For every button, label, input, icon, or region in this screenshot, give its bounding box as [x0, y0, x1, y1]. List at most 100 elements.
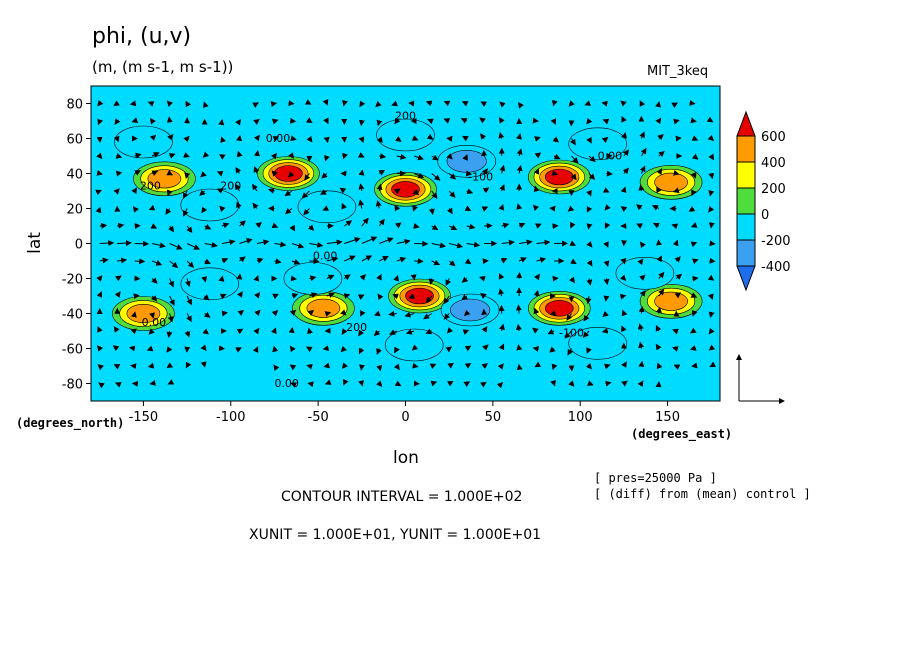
wind-vector [550, 379, 556, 387]
wind-vector [413, 222, 420, 229]
wind-vector [448, 224, 458, 231]
wind-vector [305, 346, 313, 353]
ridge-2 [257, 156, 320, 191]
difference-note-text: [ (diff) from (mean) control ] [594, 487, 811, 501]
wind-vector [675, 135, 682, 142]
wind-vector [639, 274, 646, 281]
wind-vector [639, 100, 646, 107]
wind-vector [131, 187, 138, 195]
wind-vector [274, 258, 282, 265]
wind-vector [254, 292, 261, 299]
wind-vector [304, 99, 312, 105]
wind-vector [656, 186, 662, 194]
wind-vector [149, 134, 157, 141]
wind-vector [620, 186, 627, 194]
wind-vector [461, 294, 468, 301]
wind-vector [201, 275, 207, 283]
wind-vector [425, 295, 433, 304]
wind-vector [639, 165, 646, 174]
wind-vector [323, 117, 329, 125]
wind-vector [151, 295, 158, 302]
wind-vector [97, 326, 103, 333]
wind-vector [379, 256, 389, 262]
wind-vector [443, 100, 451, 107]
wind-vector [466, 188, 474, 195]
trough-14 [180, 188, 240, 222]
wind-vector [216, 170, 224, 177]
wind-vector [516, 344, 523, 351]
wind-vector [587, 380, 594, 386]
wind-vector [516, 148, 523, 157]
wind-vector [99, 240, 115, 247]
wind-vector [393, 274, 399, 282]
wind-vector [134, 258, 146, 265]
wind-vector [448, 190, 456, 198]
wind-vector [447, 362, 455, 369]
wind-vector [168, 278, 174, 288]
wind-vector [570, 221, 576, 229]
wind-vector [603, 295, 610, 302]
wind-vector [186, 295, 192, 306]
wind-vector [707, 274, 715, 281]
wind-vector [515, 323, 522, 332]
wind-vector [501, 239, 515, 246]
wind-vector [200, 344, 207, 351]
wind-vector [586, 117, 593, 125]
wind-vector [655, 343, 662, 351]
wind-vector [270, 152, 278, 160]
wind-vector [152, 260, 163, 266]
wind-vector [674, 292, 682, 299]
wind-vector [271, 170, 278, 177]
wind-vector [639, 290, 646, 297]
y-tick-label: 40 [66, 168, 83, 183]
wind-vector [534, 136, 541, 142]
wind-vector [640, 147, 647, 157]
wind-vector [236, 134, 243, 142]
wind-vector [604, 222, 611, 230]
wind-vector [388, 310, 397, 317]
wind-vector [339, 187, 347, 194]
wind-vector [95, 189, 102, 196]
wind-vector [343, 293, 351, 299]
trough-13 [384, 328, 444, 362]
wind-vector [585, 295, 592, 305]
y-unit-label: (degrees_north) [16, 416, 124, 431]
vector-units-text: XUNIT = 1.000E+01, YUNIT = 1.000E+01 [249, 527, 542, 543]
wind-vector [586, 259, 593, 267]
wind-vector [358, 199, 365, 209]
wind-vector [256, 257, 264, 264]
wind-vector [552, 99, 558, 107]
wind-vector [480, 133, 487, 140]
wind-vector [533, 168, 540, 175]
wind-vector [394, 346, 400, 354]
wind-vector [621, 380, 628, 387]
wind-vector [236, 201, 242, 209]
wind-vector [130, 363, 137, 370]
wind-vector [675, 273, 683, 280]
wind-vector [567, 205, 575, 212]
contour-label: 200 [346, 321, 367, 334]
wind-vector [534, 361, 542, 368]
wind-vector [462, 329, 470, 335]
wind-vector [113, 364, 121, 370]
wind-vector [307, 310, 315, 316]
contour-label: 0.00 [142, 316, 167, 329]
wind-vector [235, 118, 241, 126]
colorbar-bottom-arrow [736, 265, 756, 292]
wind-vector [288, 152, 294, 159]
wind-vector [637, 380, 644, 388]
wind-vector [498, 288, 505, 297]
trough-18 [615, 256, 675, 290]
wind-vector [150, 223, 158, 229]
wind-vector [234, 183, 241, 192]
wind-vector [584, 100, 592, 106]
wind-vector [307, 224, 315, 231]
wind-vector [515, 304, 522, 314]
field-band [654, 172, 688, 192]
wind-vector [443, 313, 450, 320]
wind-vector [566, 313, 573, 321]
wind-vector [602, 118, 610, 125]
wind-vector [690, 117, 697, 124]
wind-vector [673, 169, 680, 176]
wind-vector [96, 291, 103, 298]
